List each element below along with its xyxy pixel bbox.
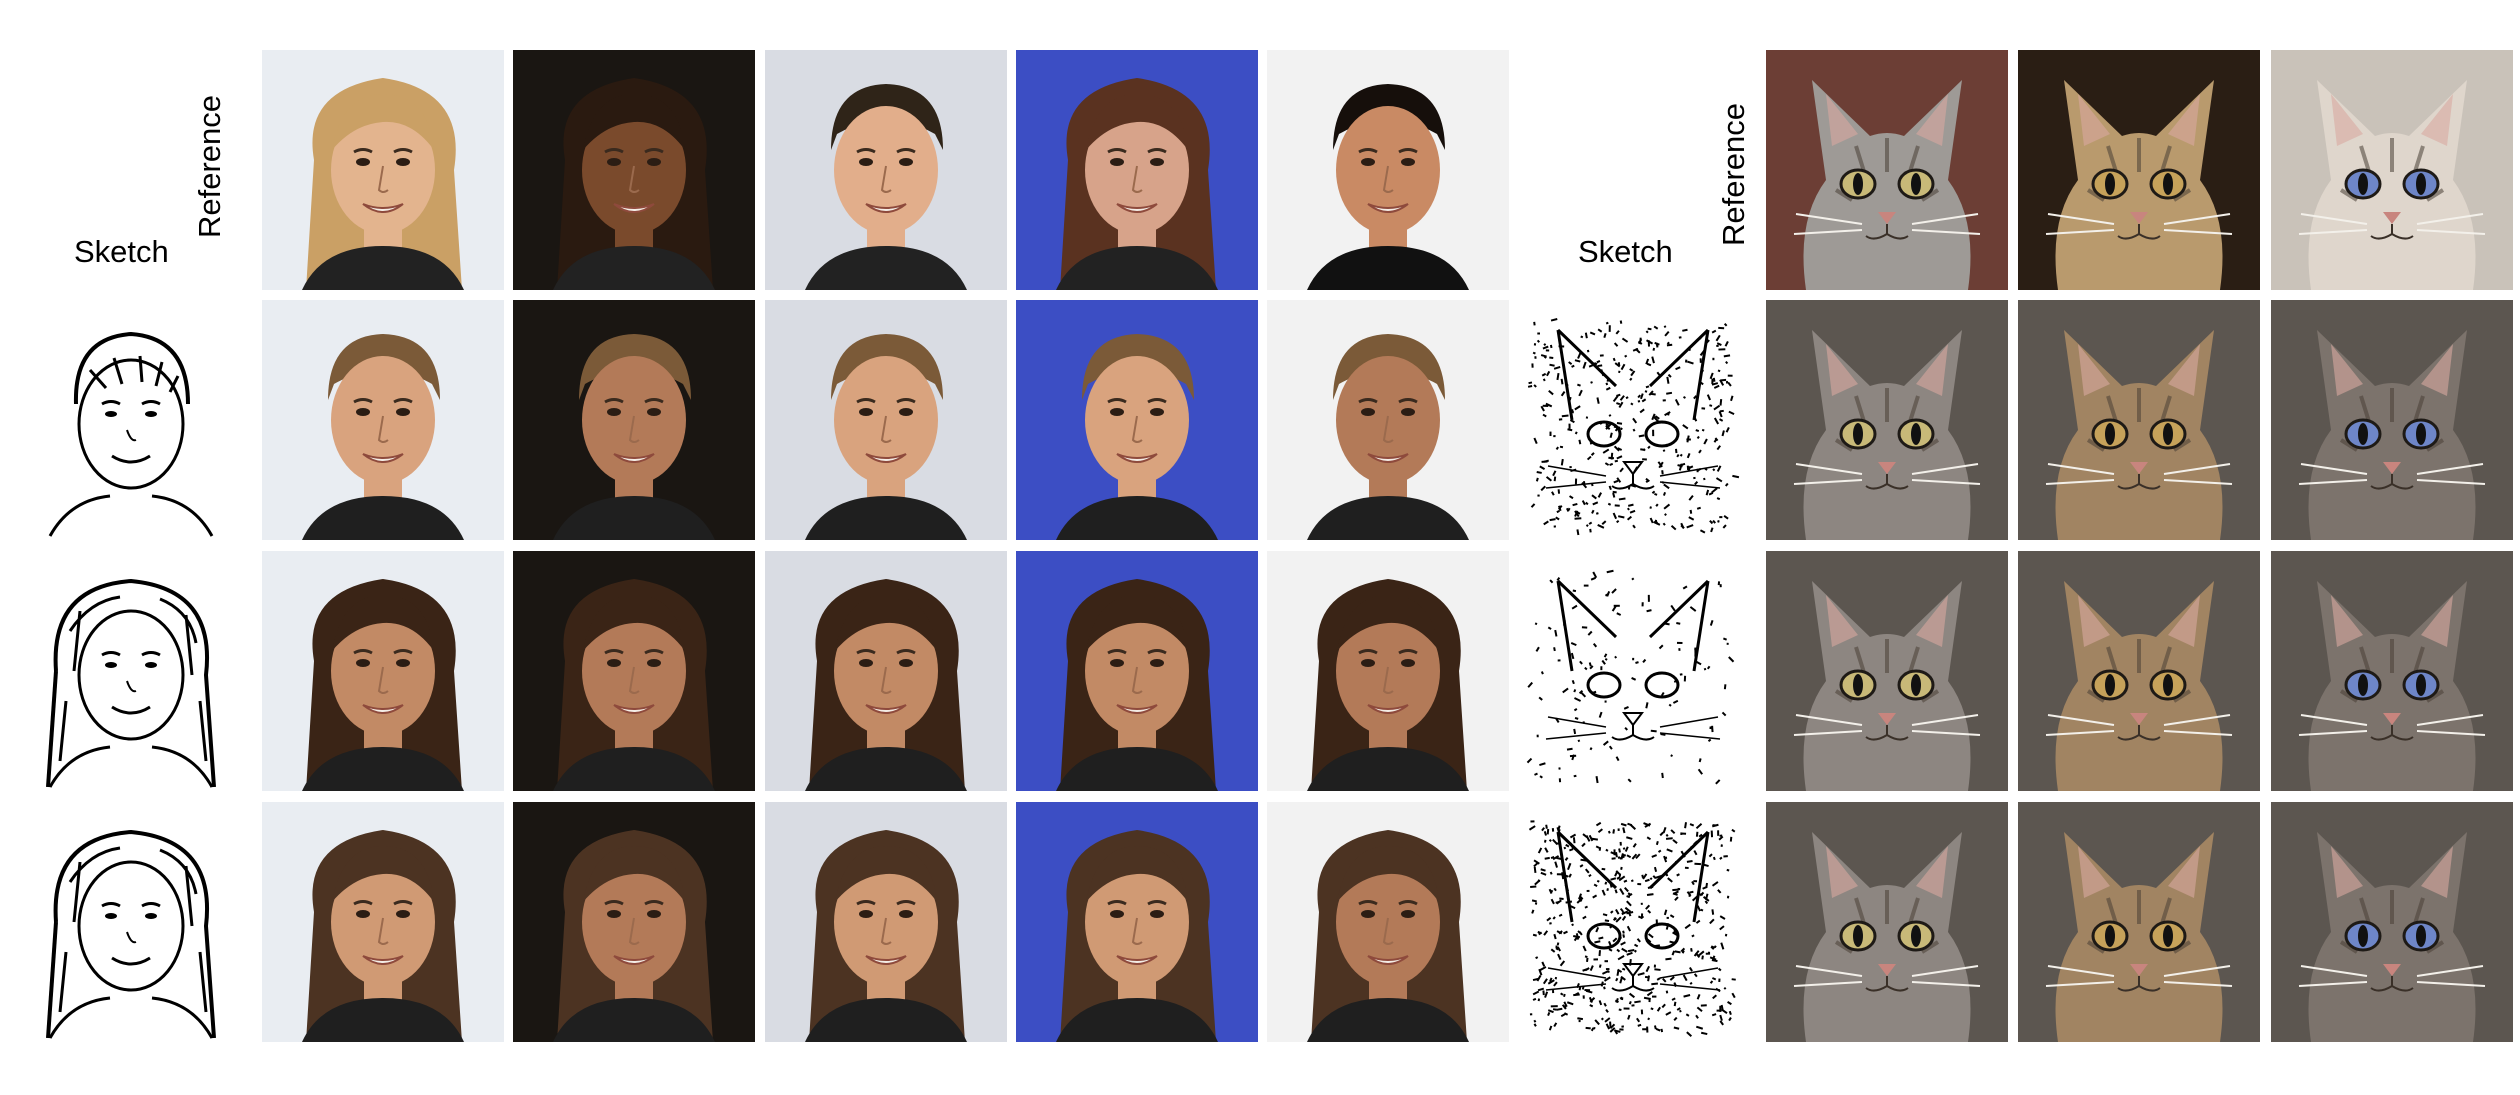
reference-cat-image <box>1766 50 2008 290</box>
generated-face-image <box>1016 300 1258 540</box>
faces-reference-label: Reference <box>192 94 227 238</box>
reference-cat-image <box>2018 50 2260 290</box>
generated-face-image <box>262 802 504 1042</box>
reference-face-image <box>1267 50 1509 290</box>
generated-cat-image <box>2271 300 2513 540</box>
generated-cat-image <box>2271 551 2513 791</box>
cats-reference-label: Reference <box>1716 102 1751 246</box>
generated-face-image <box>1267 551 1509 791</box>
reference-face-image <box>765 50 1007 290</box>
generated-face-image <box>513 300 755 540</box>
generated-cat-image <box>2018 802 2260 1042</box>
generated-face-image <box>765 802 1007 1042</box>
sketch-face-image <box>10 551 252 791</box>
sketch-cat-image <box>1512 802 1754 1042</box>
generated-face-image <box>765 300 1007 540</box>
reference-face-image <box>513 50 755 290</box>
faces-sketch-label: Sketch <box>74 234 169 269</box>
reference-cat-image <box>2271 50 2513 290</box>
sketch-cat-image <box>1512 300 1754 540</box>
reference-face-image <box>1016 50 1258 290</box>
generated-face-image <box>1016 802 1258 1042</box>
sketch-face-image <box>10 802 252 1042</box>
generated-face-image <box>513 551 755 791</box>
generated-face-image <box>765 551 1007 791</box>
generated-face-image <box>262 551 504 791</box>
generated-face-image <box>513 802 755 1042</box>
generated-cat-image <box>2018 300 2260 540</box>
sketch-cat-image <box>1512 551 1754 791</box>
generated-face-image <box>1267 300 1509 540</box>
generated-face-image <box>1016 551 1258 791</box>
generated-face-image <box>1267 802 1509 1042</box>
generated-cat-image <box>2271 802 2513 1042</box>
generated-cat-image <box>1766 300 2008 540</box>
sketch-face-image <box>10 300 252 540</box>
generated-cat-image <box>2018 551 2260 791</box>
generated-cat-image <box>1766 802 2008 1042</box>
reference-face-image <box>262 50 504 290</box>
generated-face-image <box>262 300 504 540</box>
generated-cat-image <box>1766 551 2008 791</box>
cats-sketch-label: Sketch <box>1578 234 1673 269</box>
